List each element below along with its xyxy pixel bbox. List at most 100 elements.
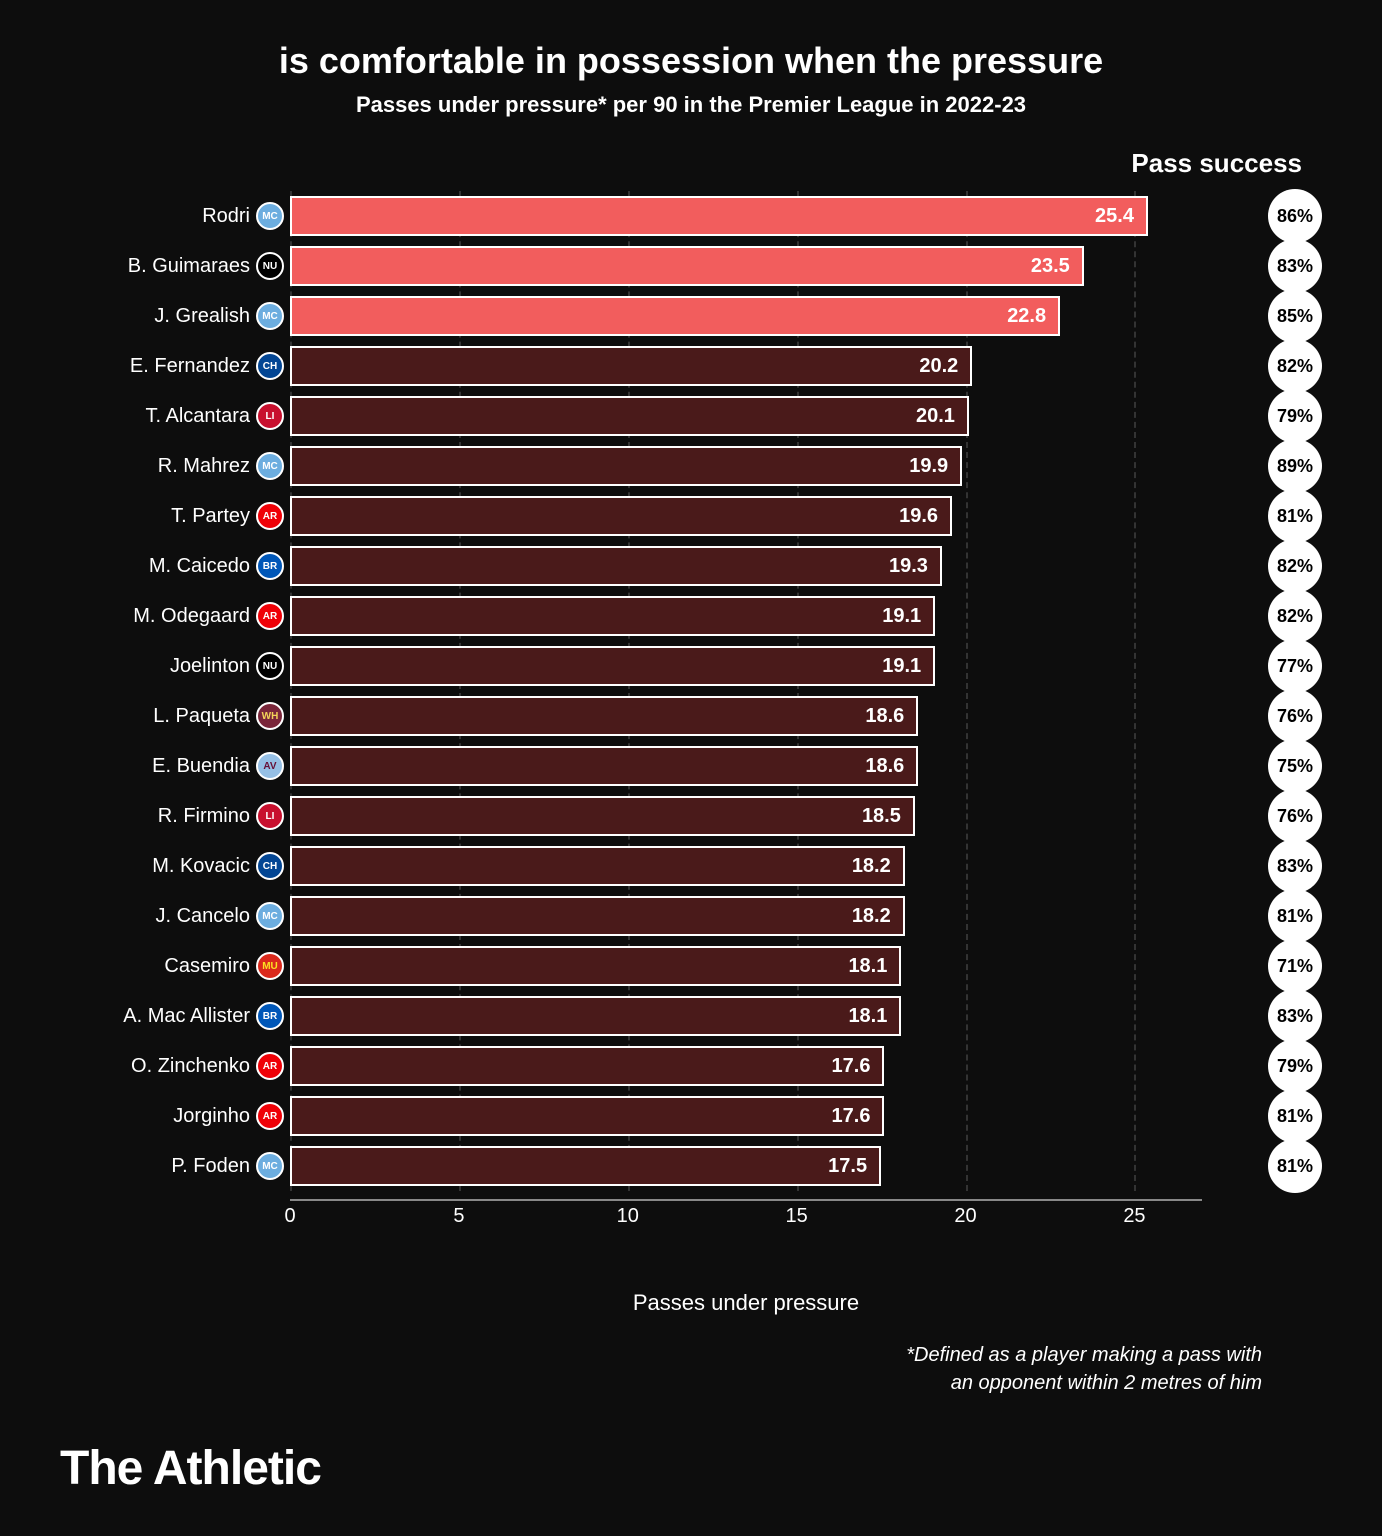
player-name: L. Paqueta [60, 705, 250, 728]
player-name: A. Mac Allister [60, 1005, 250, 1028]
pass-success-badge: 81% [1268, 889, 1322, 943]
bar-value: 19.3 [889, 555, 928, 578]
chart-row: R. FirminoLI18.576% [290, 791, 1202, 841]
chart-row: T. ParteyAR19.681% [290, 491, 1202, 541]
player-name: R. Firmino [60, 805, 250, 828]
club-badge-icon: LI [256, 802, 284, 830]
chart-row: M. CaicedoBR19.382% [290, 541, 1202, 591]
pass-success-badge: 76% [1268, 689, 1322, 743]
club-badge-icon: AR [256, 502, 284, 530]
player-name: M. Kovacic [60, 855, 250, 878]
club-badge-icon: MC [256, 202, 284, 230]
pass-success-badge: 79% [1268, 1039, 1322, 1093]
player-name: T. Alcantara [60, 405, 250, 428]
pass-success-badge: 83% [1268, 839, 1322, 893]
bar: 18.5 [290, 796, 915, 836]
chart-row: J. CanceloMC18.281% [290, 891, 1202, 941]
pass-success-badge: 82% [1268, 539, 1322, 593]
club-badge-icon: AR [256, 1102, 284, 1130]
x-tick-label: 0 [284, 1205, 295, 1228]
pass-success-badge: 85% [1268, 289, 1322, 343]
bar-track: 19.6 [290, 496, 1202, 536]
pass-success-badge: 81% [1268, 1089, 1322, 1143]
player-name: M. Odegaard [60, 605, 250, 628]
player-name: J. Grealish [60, 305, 250, 328]
club-badge-icon: AR [256, 602, 284, 630]
bar-value: 19.6 [899, 505, 938, 528]
club-badge-icon: MC [256, 302, 284, 330]
bar-value: 17.6 [832, 1055, 871, 1078]
chart-row: O. ZinchenkoAR17.679% [290, 1041, 1202, 1091]
chart-title: is comfortable in possession when the pr… [60, 40, 1322, 82]
pass-success-badge: 83% [1268, 239, 1322, 293]
chart-row: RodriMC25.486% [290, 191, 1202, 241]
bar: 18.2 [290, 846, 905, 886]
player-name: T. Partey [60, 505, 250, 528]
chart-row: JorginhoAR17.681% [290, 1091, 1202, 1141]
bar-track: 19.3 [290, 546, 1202, 586]
chart-row: CasemiroMU18.171% [290, 941, 1202, 991]
bar-track: 25.4 [290, 196, 1202, 236]
bar: 25.4 [290, 196, 1148, 236]
bar-value: 18.6 [865, 755, 904, 778]
bar-track: 17.6 [290, 1046, 1202, 1086]
bar-value: 25.4 [1095, 205, 1134, 228]
bar-value: 19.1 [882, 605, 921, 628]
bar-value: 18.5 [862, 805, 901, 828]
chart-row: JoelintonNU19.177% [290, 641, 1202, 691]
bar-value: 18.1 [848, 1005, 887, 1028]
bar-track: 17.5 [290, 1146, 1202, 1186]
bar-value: 18.2 [852, 855, 891, 878]
x-tick-label: 20 [954, 1205, 976, 1228]
bar-track: 20.2 [290, 346, 1202, 386]
player-name: B. Guimaraes [60, 255, 250, 278]
bar-value: 22.8 [1007, 305, 1046, 328]
chart-row: R. MahrezMC19.989% [290, 441, 1202, 491]
pass-success-badge: 77% [1268, 639, 1322, 693]
club-badge-icon: BR [256, 1002, 284, 1030]
chart-row: B. GuimaraesNU23.583% [290, 241, 1202, 291]
bar-value: 18.6 [865, 705, 904, 728]
player-name: J. Cancelo [60, 905, 250, 928]
x-tick-label: 5 [453, 1205, 464, 1228]
bar: 18.2 [290, 896, 905, 936]
chart-row: L. PaquetaWH18.676% [290, 691, 1202, 741]
pass-success-badge: 82% [1268, 339, 1322, 393]
bar-track: 18.1 [290, 996, 1202, 1036]
pass-success-badge: 82% [1268, 589, 1322, 643]
bar: 20.1 [290, 396, 969, 436]
pass-success-badge: 86% [1268, 189, 1322, 243]
footnote: *Defined as a player making a pass with … [60, 1341, 1322, 1397]
bar-track: 20.1 [290, 396, 1202, 436]
chart-area: RodriMC25.486%B. GuimaraesNU23.583%J. Gr… [60, 191, 1322, 1191]
x-axis-label: Passes under pressure [60, 1290, 1322, 1316]
bar: 19.1 [290, 646, 935, 686]
bar: 18.1 [290, 946, 901, 986]
chart-row: A. Mac AllisterBR18.183% [290, 991, 1202, 1041]
club-badge-icon: NU [256, 252, 284, 280]
chart-row: M. KovacicCH18.283% [290, 841, 1202, 891]
footnote-line-2: an opponent within 2 metres of him [60, 1369, 1262, 1397]
bar-value: 17.5 [828, 1155, 867, 1178]
pass-success-header: Pass success [60, 148, 1322, 179]
pass-success-badge: 79% [1268, 389, 1322, 443]
bar-track: 18.5 [290, 796, 1202, 836]
bar-value: 20.1 [916, 405, 955, 428]
pass-success-badge: 71% [1268, 939, 1322, 993]
bar: 17.5 [290, 1146, 881, 1186]
bar-value: 18.1 [848, 955, 887, 978]
bar: 22.8 [290, 296, 1060, 336]
club-badge-icon: AV [256, 752, 284, 780]
chart-row: J. GrealishMC22.885% [290, 291, 1202, 341]
bar-value: 17.6 [832, 1105, 871, 1128]
club-badge-icon: CH [256, 852, 284, 880]
bar: 23.5 [290, 246, 1084, 286]
club-badge-icon: MC [256, 1152, 284, 1180]
chart-row: E. BuendiaAV18.675% [290, 741, 1202, 791]
bar-track: 18.6 [290, 746, 1202, 786]
chart-row: T. AlcantaraLI20.179% [290, 391, 1202, 441]
bar-value: 20.2 [919, 355, 958, 378]
bar: 19.1 [290, 596, 935, 636]
bar-value: 19.9 [909, 455, 948, 478]
pass-success-badge: 83% [1268, 989, 1322, 1043]
